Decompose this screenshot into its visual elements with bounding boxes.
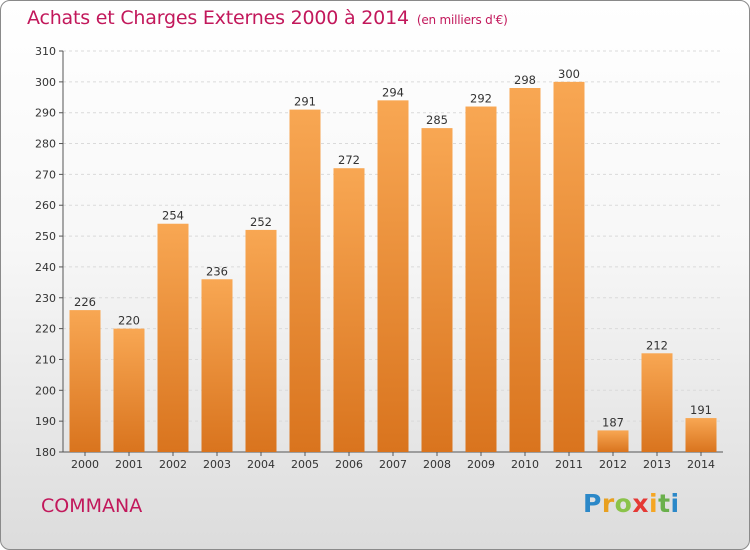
logo-letter: r (601, 489, 615, 518)
x-tick-label: 2008 (423, 458, 451, 471)
y-tick-label: 280 (35, 138, 56, 151)
bar (641, 353, 673, 452)
logo-letter: i (649, 489, 659, 518)
x-tick-label: 2001 (115, 458, 143, 471)
y-tick-label: 220 (35, 323, 56, 336)
x-tick-label: 2011 (555, 458, 583, 471)
y-tick-label: 310 (35, 45, 56, 58)
x-tick-label: 2003 (203, 458, 231, 471)
x-tick-label: 2004 (247, 458, 275, 471)
y-tick-label: 180 (35, 446, 56, 459)
x-tick-label: 2010 (511, 458, 539, 471)
y-tick-label: 190 (35, 415, 56, 428)
y-tick-label: 230 (35, 292, 56, 305)
x-tick-label: 2000 (71, 458, 99, 471)
bar-value-label: 187 (602, 415, 624, 429)
chart-title-text: Achats et Charges Externes 2000 à 2014 (27, 7, 409, 29)
y-tick-label: 210 (35, 353, 56, 366)
bar-value-label: 220 (118, 314, 140, 328)
bar-value-label: 294 (382, 85, 404, 99)
x-tick-label: 2014 (687, 458, 715, 471)
bar (245, 229, 277, 452)
bar-value-label: 285 (426, 113, 448, 127)
x-tick-label: 2006 (335, 458, 363, 471)
bar-value-label: 300 (558, 67, 580, 81)
x-tick-label: 2002 (159, 458, 187, 471)
logo-letter: x (632, 489, 649, 518)
bar-value-label: 298 (514, 73, 536, 87)
x-tick-label: 2007 (379, 458, 407, 471)
bar (201, 279, 233, 452)
y-tick-label: 260 (35, 199, 56, 212)
x-tick-label: 2013 (643, 458, 671, 471)
x-tick-label: 2009 (467, 458, 495, 471)
x-tick-label: 2012 (599, 458, 627, 471)
y-tick-label: 250 (35, 230, 56, 243)
bars (69, 81, 717, 453)
bar (69, 310, 101, 452)
commune-name: COMMANA (41, 495, 143, 517)
chart-unit: (en milliers d'€) (416, 13, 508, 27)
bar (509, 88, 541, 452)
x-tick-label: 2005 (291, 458, 319, 471)
logo-letter: o (614, 489, 633, 518)
bar-value-label: 226 (74, 295, 96, 309)
bar (333, 168, 365, 452)
bar (157, 223, 189, 452)
bar-value-label: 191 (690, 403, 712, 417)
value-labels: 226 220 254 236 252 291 272 294 285 292 298 300 187 2… (74, 67, 712, 430)
y-tick-label: 300 (35, 76, 56, 89)
logo-letter: P (583, 489, 602, 518)
bar-value-label: 236 (206, 264, 228, 278)
bar-value-label: 272 (338, 153, 360, 167)
bar-value-label: 212 (646, 338, 668, 352)
y-tick-label: 290 (35, 107, 56, 120)
bar (377, 100, 409, 452)
bar (465, 106, 497, 453)
y-tick-label: 240 (35, 261, 56, 274)
bar-value-label: 254 (162, 209, 184, 223)
x-axis: 2000 2001 2002 2003 2004 2005 2006 2007 2008 2009… (71, 452, 715, 471)
y-tick-label: 200 (35, 384, 56, 397)
bar (421, 128, 453, 452)
logo-letter: i (670, 489, 680, 518)
bar-value-label: 291 (294, 95, 316, 109)
bar (113, 328, 145, 452)
bar (553, 81, 585, 452)
bar-value-label: 252 (250, 215, 272, 229)
bar (685, 418, 717, 452)
bar-chart: 180 190 200 210 220 230 240 250 260 270 280 290 300 3… (35, 45, 723, 471)
y-tick-label: 270 (35, 168, 56, 181)
logo-letter: t (658, 489, 671, 518)
chart-title: Achats et Charges Externes 2000 à 2014 (e… (27, 7, 508, 29)
proxiti-logo: Proxiti (583, 489, 680, 518)
y-axis: 180 190 200 210 220 230 240 250 260 270 280 290 300 3… (35, 45, 723, 459)
bar (289, 109, 321, 452)
bar-value-label: 292 (470, 92, 492, 106)
bar (597, 430, 629, 452)
